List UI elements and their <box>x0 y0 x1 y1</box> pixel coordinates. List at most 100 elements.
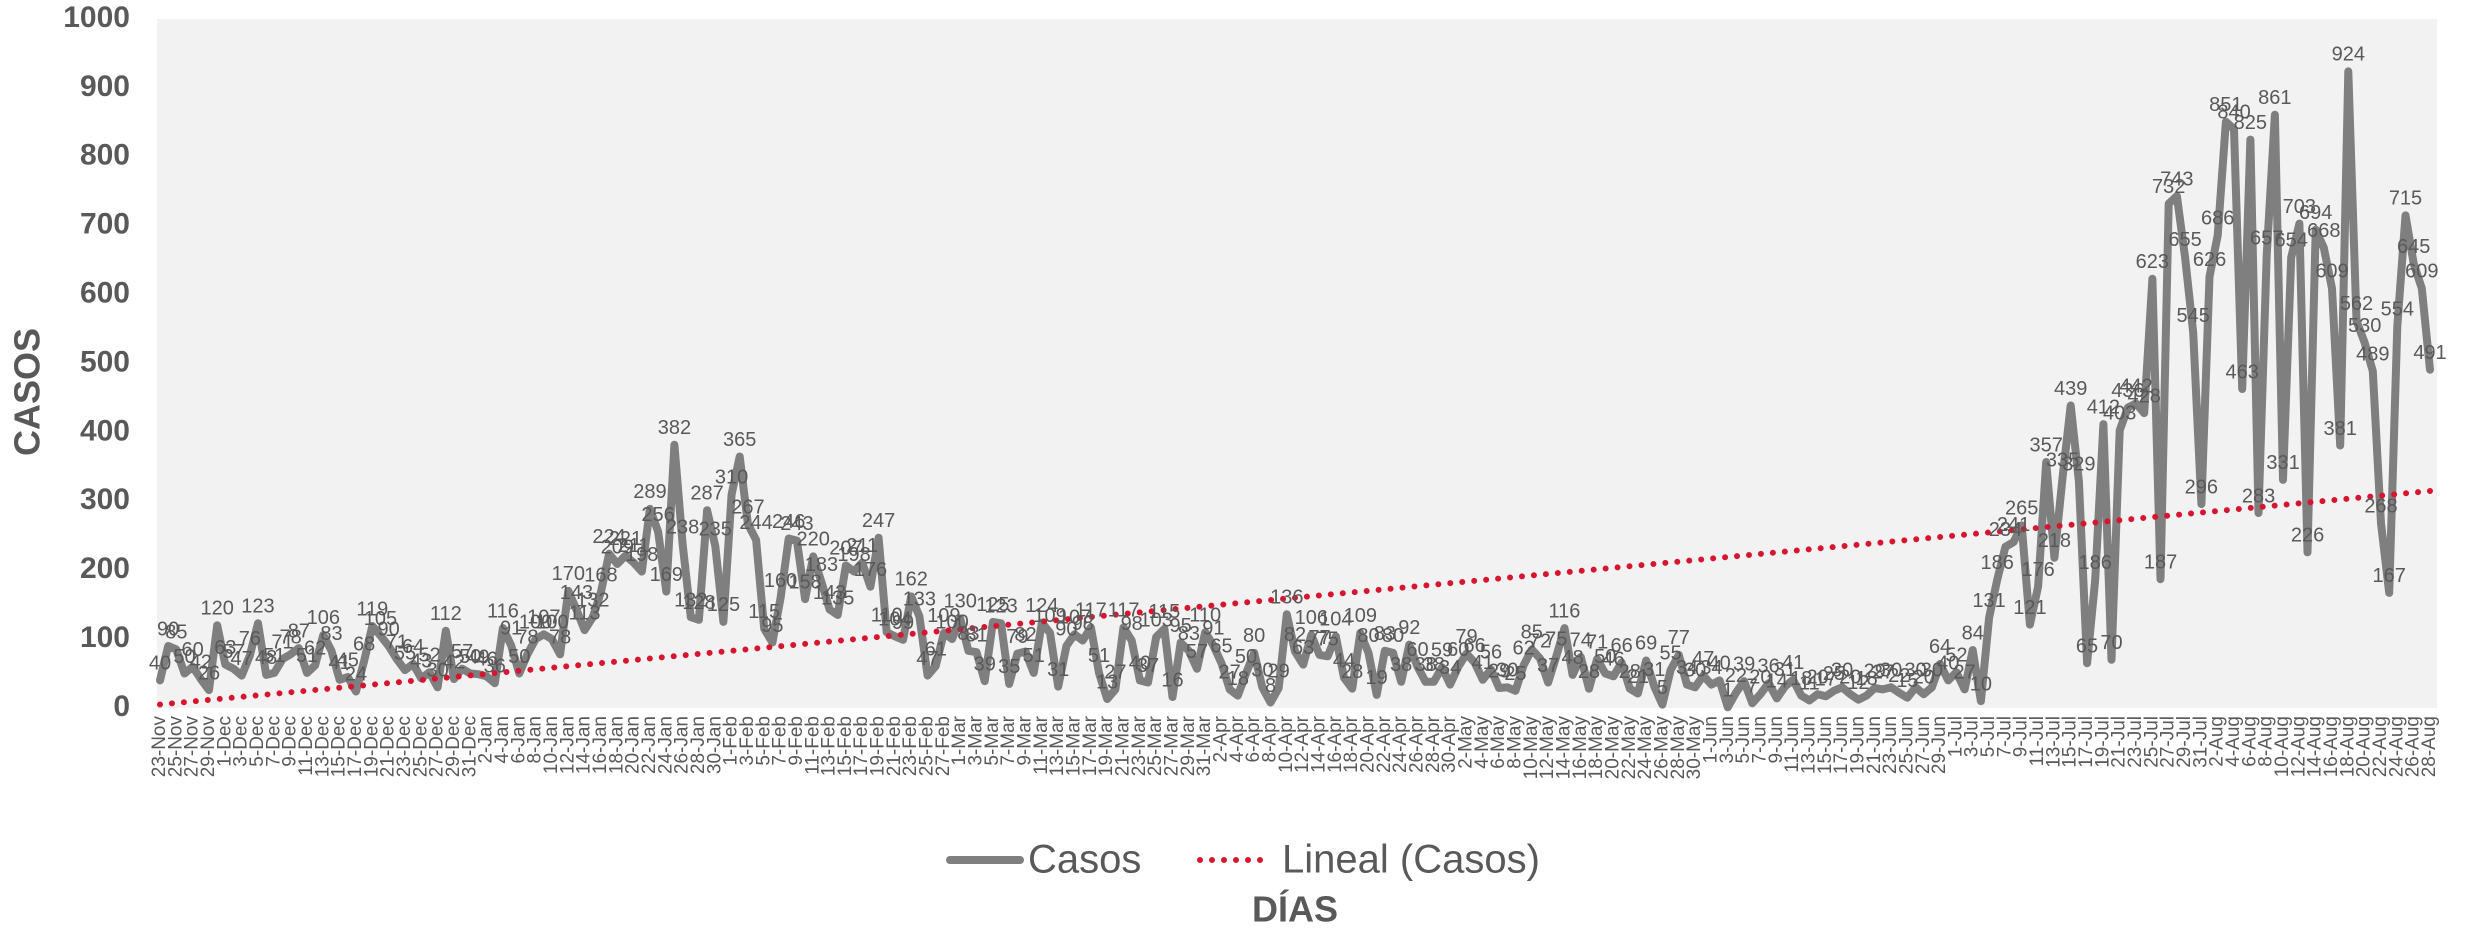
data-label: 91 <box>500 618 522 640</box>
x-tick-label: 7-Dec <box>263 716 284 767</box>
x-tick-label: 26-May <box>1651 716 1672 780</box>
y-tick-label: 400 <box>80 414 130 447</box>
data-label: 246 <box>772 511 805 533</box>
data-label: 40 <box>1129 653 1151 675</box>
x-tick-label: 27-Feb <box>933 716 954 776</box>
data-label: 545 <box>2177 305 2210 327</box>
data-label: 256 <box>641 504 674 526</box>
data-label: 412 <box>2087 396 2120 418</box>
data-label: 39 <box>1733 653 1755 675</box>
data-label: 14 <box>1766 671 1788 693</box>
data-label: 70 <box>2100 632 2122 654</box>
x-tick-label: 16-Jan <box>590 716 611 774</box>
x-tick-label: 6-May <box>1488 716 1509 769</box>
data-label: 30 <box>1251 660 1273 682</box>
x-tick-label: 23-Mar <box>1129 715 1150 776</box>
data-label: 66 <box>1610 635 1632 657</box>
series-line <box>156 67 2434 712</box>
data-label: 65 <box>2076 635 2098 657</box>
x-tick-label: 31-Mar <box>1194 715 1215 776</box>
data-label: 31 <box>1774 659 1796 681</box>
x-tick-label: 23-Feb <box>900 716 921 776</box>
data-label: 79 <box>1006 626 1028 648</box>
data-label: 183 <box>805 554 838 576</box>
data-label: 77 <box>1308 627 1330 649</box>
data-label: 283 <box>2242 485 2275 507</box>
x-tick-label: 29-Dec <box>443 716 464 777</box>
legend-label: Casos <box>1028 838 1141 882</box>
data-label: 36 <box>484 655 506 677</box>
data-label: 924 <box>2332 44 2365 66</box>
data-label: 71 <box>271 631 293 653</box>
x-tick-label: 19-Mar <box>1096 715 1117 776</box>
data-label: 42 <box>443 651 465 673</box>
data-label: 30 <box>1831 660 1853 682</box>
data-label: 133 <box>903 589 936 611</box>
data-label: 115 <box>1148 601 1180 623</box>
x-tick-label: 23-Dec <box>394 716 415 777</box>
data-label: 703 <box>2283 196 2316 218</box>
data-label: 121 <box>2013 597 2046 619</box>
data-label: 50 <box>173 646 195 668</box>
data-label: 104 <box>1319 609 1352 631</box>
data-label: 207 <box>829 538 862 560</box>
data-label: 37 <box>1137 655 1159 677</box>
data-label: 105 <box>364 608 397 630</box>
x-tick-label: 24-Apr <box>1390 715 1411 773</box>
data-label: 56 <box>1480 642 1502 664</box>
data-label: 98 <box>1121 613 1143 635</box>
data-label: 226 <box>2291 525 2324 547</box>
data-label: 657 <box>2250 228 2283 250</box>
x-tick-label: 10-Apr <box>1276 715 1297 773</box>
data-label: 95 <box>1170 615 1192 637</box>
data-label: 27 <box>1953 662 1975 684</box>
data-label: 840 <box>2217 102 2250 124</box>
data-label: 329 <box>2062 454 2095 476</box>
data-label: 8 <box>1265 675 1276 697</box>
data-label: 72 <box>1529 631 1551 653</box>
x-tick-label: 17-Dec <box>345 716 366 777</box>
data-label: 92 <box>1398 617 1420 639</box>
data-label: 25 <box>1504 663 1526 685</box>
data-label: 403 <box>2103 403 2136 425</box>
data-label: 109 <box>1033 605 1066 627</box>
x-tick-label: 22-Aug <box>2370 716 2391 777</box>
data-label: 63 <box>214 637 236 659</box>
data-label: 24 <box>345 664 367 686</box>
data-label: 83 <box>1374 623 1396 645</box>
x-tick-label: 7-Feb <box>770 716 791 766</box>
data-label: 439 <box>2054 378 2087 400</box>
data-label: 26 <box>198 662 220 684</box>
data-label: 382 <box>658 417 691 439</box>
x-tick-label: 14-Apr <box>1309 715 1330 773</box>
x-tick-label: 3-Jul <box>1962 716 1983 757</box>
data-label: 60 <box>182 639 204 661</box>
data-label: 30 <box>1496 660 1518 682</box>
data-label: 694 <box>2299 202 2332 224</box>
x-tick-label: 19-Jul <box>2092 716 2113 768</box>
x-tick-label: 13-Dec <box>312 716 333 777</box>
data-label: 296 <box>2185 476 2218 498</box>
data-label: 221 <box>609 528 642 550</box>
y-tick-label: 700 <box>80 208 130 241</box>
data-label: 123 <box>984 596 1017 618</box>
data-label: 241 <box>1997 514 2030 536</box>
data-label: 82 <box>1284 624 1306 646</box>
x-tick-label: 24-May <box>1635 716 1656 780</box>
data-label: 40 <box>149 653 171 675</box>
data-label: 78 <box>280 627 302 649</box>
x-tick-label: 22-Jan <box>639 716 660 774</box>
data-label: 19 <box>1366 667 1388 689</box>
data-label: 29 <box>1864 660 1886 682</box>
data-label: 46 <box>1602 649 1624 671</box>
x-tick-label: 11-Mar <box>1031 715 1052 774</box>
x-tick-label: 29-Jul <box>2174 716 2195 768</box>
data-label: 41 <box>1782 652 1804 674</box>
data-label: 66 <box>1464 635 1486 657</box>
x-tick-label: 27-Mar <box>1162 715 1183 776</box>
data-label: 176 <box>2021 559 2054 581</box>
data-label: 107 <box>1058 607 1091 629</box>
data-label: 77 <box>1668 627 1690 649</box>
data-label: 50 <box>1235 646 1257 668</box>
